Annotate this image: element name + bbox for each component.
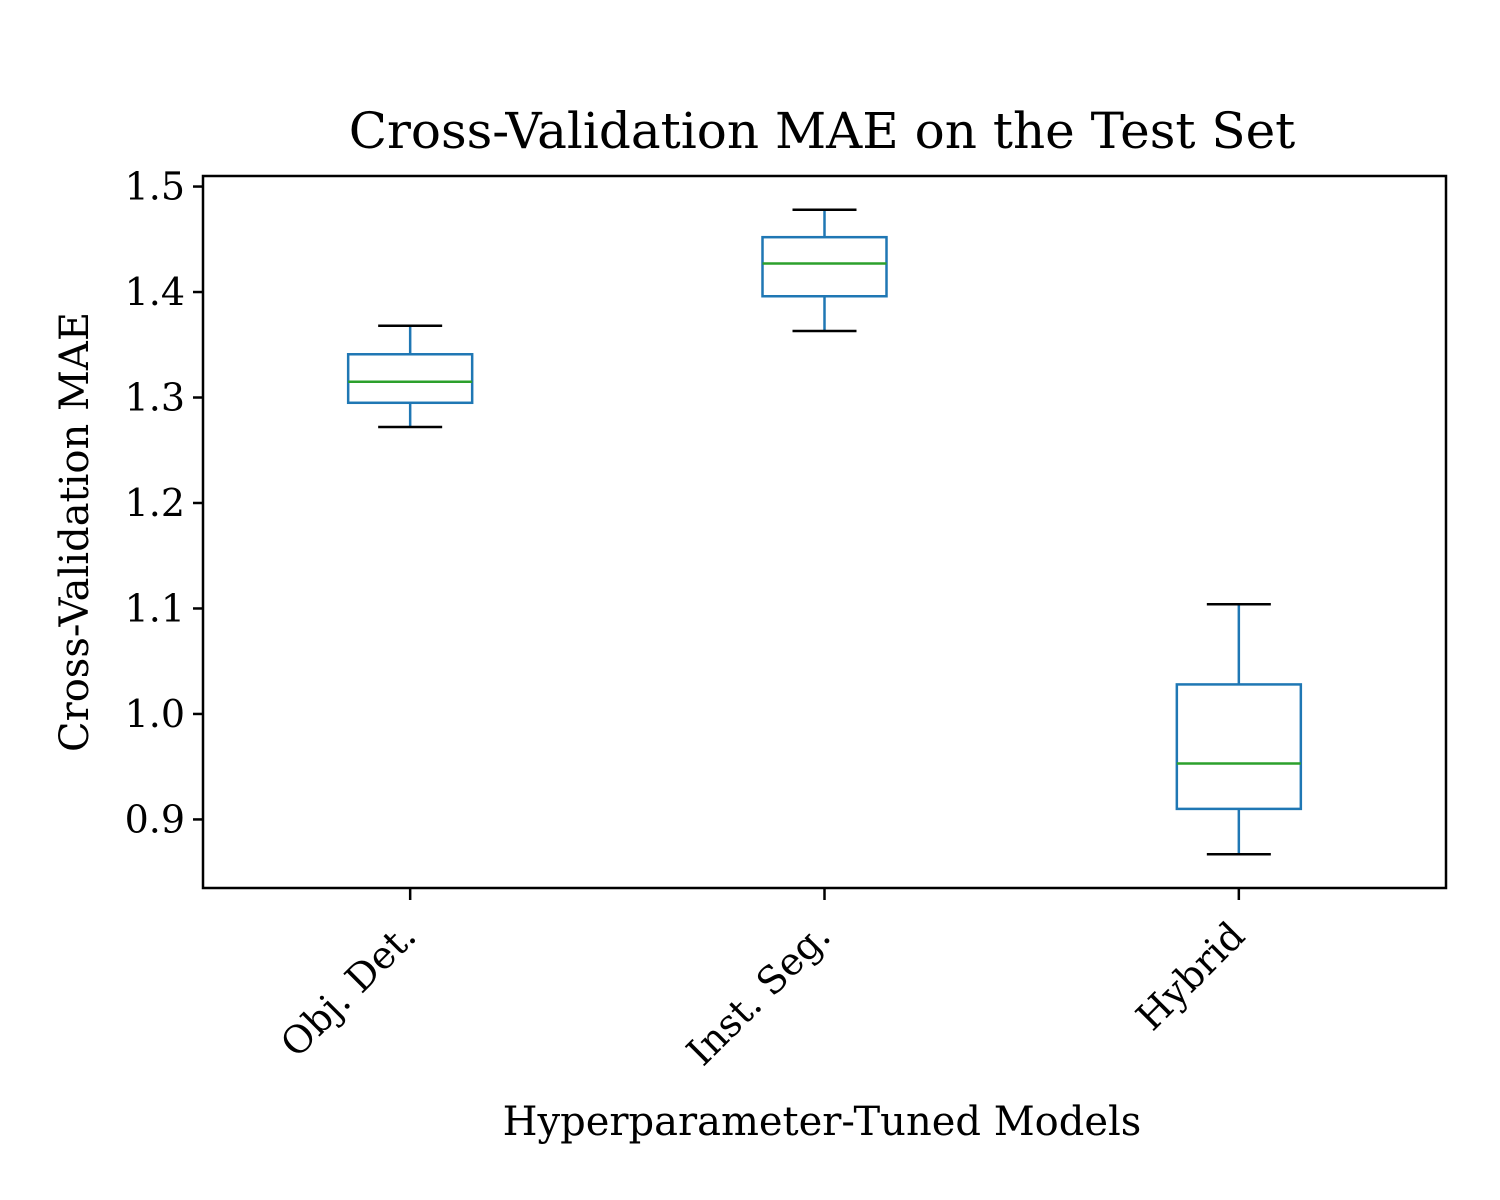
y-tick-label: 1.5 xyxy=(125,165,185,209)
y-tick-label: 1.3 xyxy=(125,376,185,420)
x-tick-label: Obj. Det. xyxy=(272,913,425,1066)
y-tick-label: 1.2 xyxy=(125,481,185,525)
box-1 xyxy=(761,208,888,333)
y-axis: 0.9 1.0 1.1 1.2 1.3 1.4 1.5 xyxy=(125,165,203,841)
chart-title: Cross-Validation MAE on the Test Set xyxy=(349,102,1296,160)
plot-frame xyxy=(201,174,1448,890)
y-tick-label: 1.0 xyxy=(125,692,185,736)
y-tick-label: 1.4 xyxy=(125,270,185,314)
box-2 xyxy=(1175,603,1303,856)
y-tick-label: 1.1 xyxy=(125,586,185,630)
y-axis-label: Cross-Validation MAE xyxy=(52,312,98,752)
iqr-box xyxy=(346,353,474,405)
boxes-group xyxy=(346,208,1303,856)
x-axis-label: Hyperparameter-Tuned Models xyxy=(503,1099,1142,1145)
iqr-box xyxy=(761,235,888,298)
x-tick-label: Inst. Seg. xyxy=(678,913,839,1074)
x-axis: Obj. Det. Inst. Seg. Hybrid xyxy=(272,888,1253,1074)
iqr-box xyxy=(1175,683,1303,811)
box-0 xyxy=(346,324,474,429)
y-tick-label: 0.9 xyxy=(125,797,185,841)
x-tick-label: Hybrid xyxy=(1128,913,1254,1039)
